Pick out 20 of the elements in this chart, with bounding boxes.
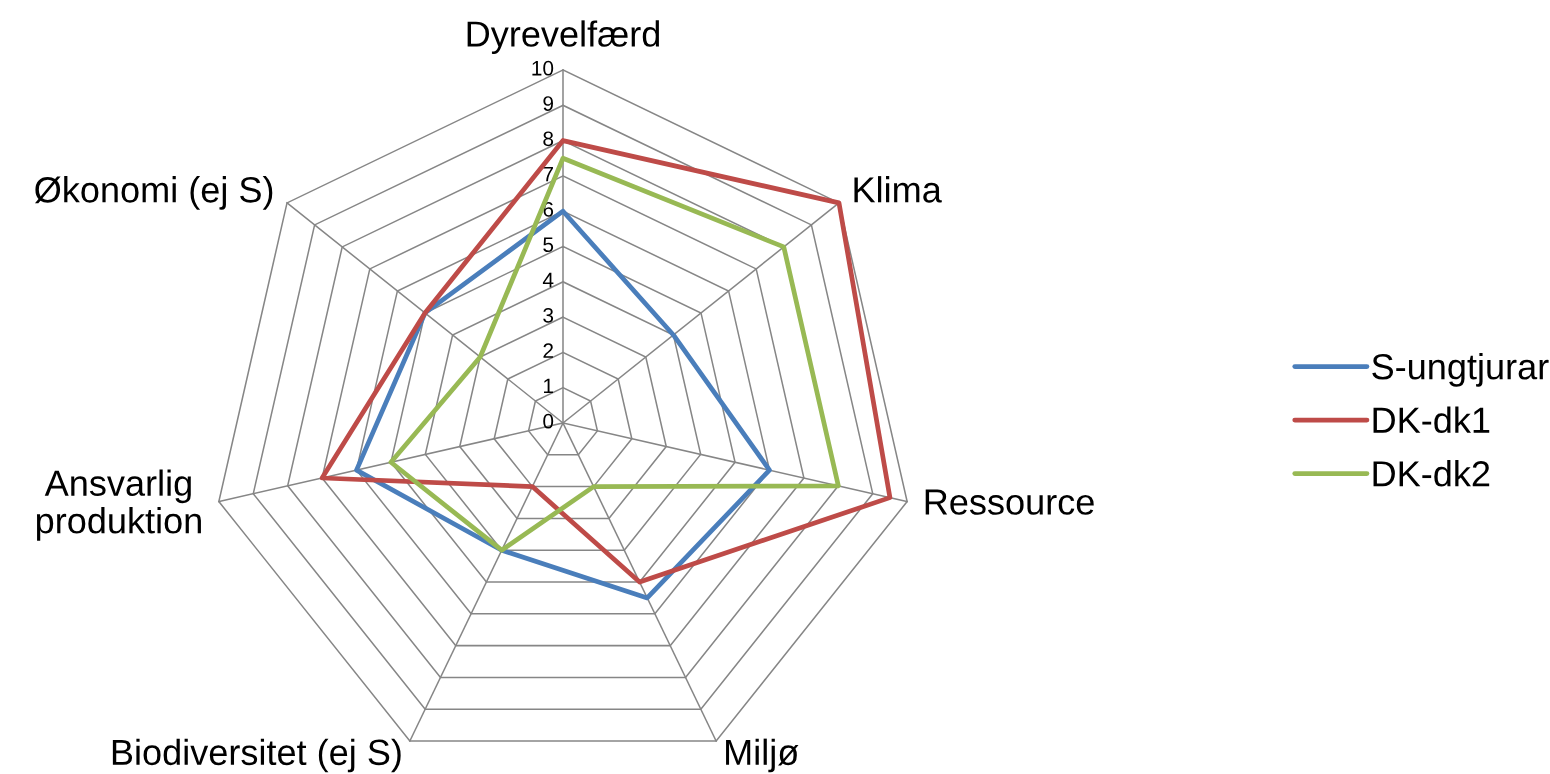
spoke-label: Miljø [726, 738, 799, 773]
legend-label: DK-dk1 [1373, 406, 1490, 434]
spoke-label: Ansvarlig produktion [36, 469, 201, 541]
spoke-label: Dyrevelfærd [467, 20, 659, 54]
y-tick-label: 1 [544, 378, 553, 394]
legend-label: DK-dk2 [1373, 460, 1490, 487]
spoke-label: Klima [854, 176, 942, 203]
y-tick-label: 9 [543, 96, 554, 111]
y-tick-label: 5 [543, 237, 554, 253]
spoke-label: Biodiversitet (ej S) [112, 738, 401, 773]
spoke-label: Ressource [925, 489, 1094, 515]
y-tick-label: 2 [543, 343, 553, 358]
y-tick-label: 3 [543, 307, 554, 323]
y-tick-label: 10 [532, 60, 554, 76]
y-tick-label: 0 [543, 413, 554, 429]
y-tick-label: 7 [543, 166, 553, 182]
legend-label: S-ungtjurar [1372, 353, 1549, 387]
spoke-label: Økonomi (ej S) [34, 176, 273, 210]
y-tick-label: 4 [542, 272, 554, 288]
y-tick-label: 8 [543, 131, 554, 147]
